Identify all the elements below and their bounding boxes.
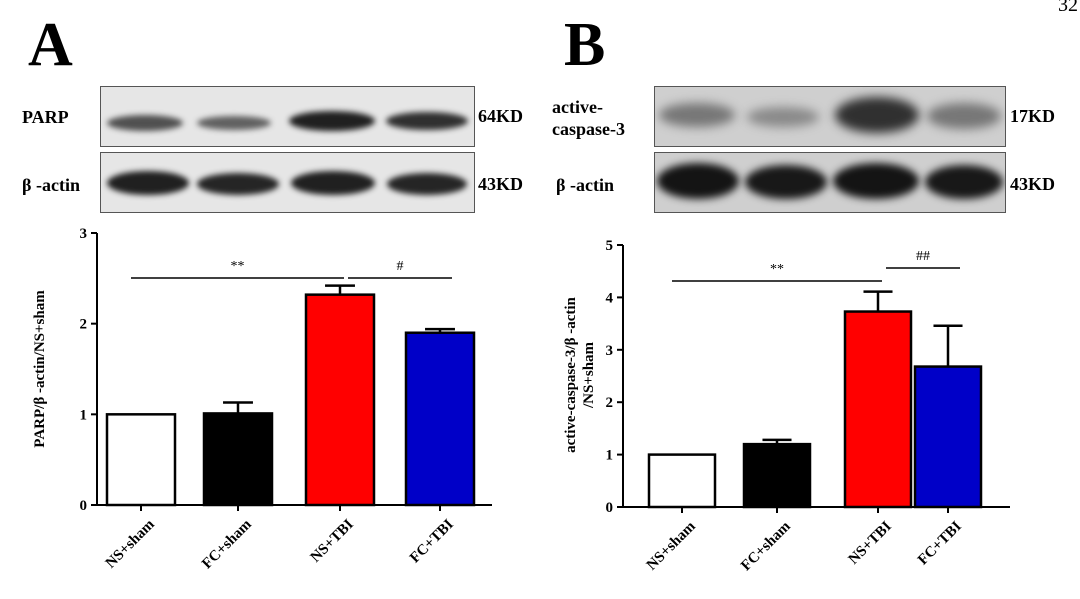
y-tick-label: 3 xyxy=(606,343,614,359)
y-tick-label: 3 xyxy=(80,226,88,242)
band xyxy=(659,103,735,127)
y-tick-label: 1 xyxy=(80,407,88,423)
kd-label-beta-actin-a: 43KD xyxy=(478,174,523,194)
bar-ns-sham xyxy=(647,453,717,509)
bar-ns-tbi xyxy=(843,310,913,509)
y-tick-label: 2 xyxy=(80,317,88,333)
significance-label: ## xyxy=(916,249,930,264)
band xyxy=(386,112,468,130)
western-blot-active-caspase-3 xyxy=(654,86,1006,147)
y-axis-label: active-caspase-3/β -actin/NS+sham xyxy=(563,296,597,452)
band xyxy=(833,163,919,199)
y-tick-label: 1 xyxy=(606,448,614,464)
blot-label-active-caspase-3: active- caspase-3 xyxy=(552,97,625,139)
kd-label-beta-actin-b: 43KD xyxy=(1010,174,1055,194)
page-number: 32 xyxy=(1058,0,1078,16)
y-tick-label: 4 xyxy=(606,290,614,306)
panel-letter-a: A xyxy=(28,11,73,79)
significance-label: ** xyxy=(231,259,245,274)
band xyxy=(925,165,1003,199)
x-tick-label: FC+sham xyxy=(738,518,794,574)
western-blot-parp xyxy=(100,86,475,147)
bar-fc-tbi xyxy=(404,331,476,507)
panel-letter-b: B xyxy=(564,11,606,79)
y-tick-label: 0 xyxy=(80,498,88,514)
y-tick-label: 5 xyxy=(606,238,614,254)
band xyxy=(835,97,919,133)
x-tick-label: NS+sham xyxy=(644,518,699,573)
x-tick-label: NS+TBI xyxy=(846,518,895,567)
y-tick-label: 0 xyxy=(606,500,614,516)
band xyxy=(927,103,1001,129)
y-axis-label: PARP/β -actin/NS+sham xyxy=(32,290,48,448)
band xyxy=(291,171,375,195)
blot-label-beta-actin-a: β -actin xyxy=(22,175,80,195)
kd-label-active-caspase-3: 17KD xyxy=(1010,106,1055,126)
band xyxy=(107,171,189,195)
band xyxy=(107,115,183,131)
blot-label-beta-actin-b: β -actin xyxy=(556,175,614,195)
band xyxy=(387,173,467,195)
significance-label: # xyxy=(397,259,404,274)
significance-label: ** xyxy=(770,262,784,277)
bar-fc-sham xyxy=(742,442,812,509)
western-blot-beta-actin-a xyxy=(100,152,475,213)
band xyxy=(657,163,739,199)
bar-ns-tbi xyxy=(304,293,376,507)
band xyxy=(197,173,279,195)
western-blot-beta-actin-b xyxy=(654,152,1006,213)
band xyxy=(745,165,827,199)
x-tick-label: FC+TBI xyxy=(915,518,965,568)
bar-fc-tbi xyxy=(913,365,983,509)
band xyxy=(747,107,819,127)
kd-label-parp: 64KD xyxy=(478,106,523,126)
band xyxy=(197,116,271,130)
band xyxy=(289,111,375,131)
blot-label-parp: PARP xyxy=(22,107,69,127)
y-tick-label: 2 xyxy=(606,395,614,411)
